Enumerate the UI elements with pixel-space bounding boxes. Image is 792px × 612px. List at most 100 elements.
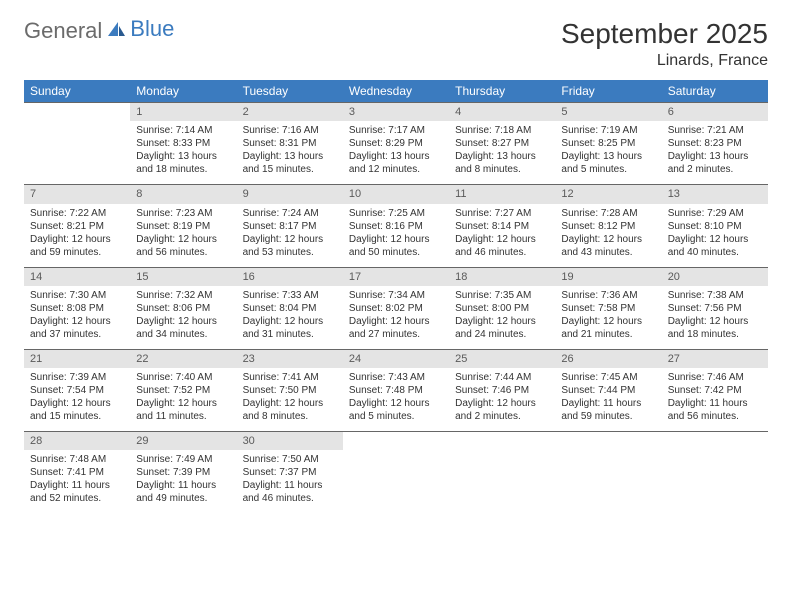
logo-word1: General bbox=[24, 18, 102, 44]
sunset-text: Sunset: 8:08 PM bbox=[30, 302, 124, 315]
day-number-cell: 27 bbox=[662, 349, 768, 368]
sunset-text: Sunset: 7:54 PM bbox=[30, 384, 124, 397]
day-content-cell: Sunrise: 7:27 AMSunset: 8:14 PMDaylight:… bbox=[449, 204, 555, 268]
day-content-cell: Sunrise: 7:22 AMSunset: 8:21 PMDaylight:… bbox=[24, 204, 130, 268]
day-number-cell: 21 bbox=[24, 349, 130, 368]
daylight-text: Daylight: 12 hours bbox=[136, 315, 230, 328]
weekday-header: Thursday bbox=[449, 80, 555, 103]
day-content-cell bbox=[343, 450, 449, 513]
daylight-text: Daylight: 12 hours bbox=[243, 233, 337, 246]
sunset-text: Sunset: 8:19 PM bbox=[136, 220, 230, 233]
day-content-cell: Sunrise: 7:41 AMSunset: 7:50 PMDaylight:… bbox=[237, 368, 343, 432]
sunrise-text: Sunrise: 7:16 AM bbox=[243, 124, 337, 137]
sunrise-text: Sunrise: 7:21 AM bbox=[668, 124, 762, 137]
daylight-text: and 59 minutes. bbox=[30, 246, 124, 259]
day-number-cell bbox=[662, 432, 768, 451]
sunrise-text: Sunrise: 7:43 AM bbox=[349, 371, 443, 384]
day-content-cell: Sunrise: 7:33 AMSunset: 8:04 PMDaylight:… bbox=[237, 286, 343, 350]
day-content-cell: Sunrise: 7:18 AMSunset: 8:27 PMDaylight:… bbox=[449, 121, 555, 185]
sunrise-text: Sunrise: 7:35 AM bbox=[455, 289, 549, 302]
sunset-text: Sunset: 8:16 PM bbox=[349, 220, 443, 233]
sunset-text: Sunset: 8:27 PM bbox=[455, 137, 549, 150]
daylight-text: and 15 minutes. bbox=[243, 163, 337, 176]
daylight-text: Daylight: 12 hours bbox=[30, 233, 124, 246]
daylight-text: Daylight: 12 hours bbox=[30, 315, 124, 328]
weekday-header: Wednesday bbox=[343, 80, 449, 103]
weekday-header: Saturday bbox=[662, 80, 768, 103]
day-number-cell: 25 bbox=[449, 349, 555, 368]
day-content-cell bbox=[449, 450, 555, 513]
sunset-text: Sunset: 7:37 PM bbox=[243, 466, 337, 479]
daylight-text: and 27 minutes. bbox=[349, 328, 443, 341]
sunset-text: Sunset: 8:14 PM bbox=[455, 220, 549, 233]
daylight-text: Daylight: 12 hours bbox=[455, 315, 549, 328]
daylight-text: and 50 minutes. bbox=[349, 246, 443, 259]
sunset-text: Sunset: 8:23 PM bbox=[668, 137, 762, 150]
day-content-row: Sunrise: 7:22 AMSunset: 8:21 PMDaylight:… bbox=[24, 204, 768, 268]
sunset-text: Sunset: 7:44 PM bbox=[561, 384, 655, 397]
day-content-cell: Sunrise: 7:50 AMSunset: 7:37 PMDaylight:… bbox=[237, 450, 343, 513]
sunrise-text: Sunrise: 7:22 AM bbox=[30, 207, 124, 220]
daylight-text: Daylight: 12 hours bbox=[30, 397, 124, 410]
daylight-text: and 56 minutes. bbox=[668, 410, 762, 423]
day-number-cell: 28 bbox=[24, 432, 130, 451]
day-number-cell: 8 bbox=[130, 185, 236, 204]
day-number-row: 282930 bbox=[24, 432, 768, 451]
sunrise-text: Sunrise: 7:39 AM bbox=[30, 371, 124, 384]
sunrise-text: Sunrise: 7:19 AM bbox=[561, 124, 655, 137]
day-content-cell bbox=[24, 121, 130, 185]
daylight-text: and 43 minutes. bbox=[561, 246, 655, 259]
day-number-cell: 7 bbox=[24, 185, 130, 204]
sunrise-text: Sunrise: 7:32 AM bbox=[136, 289, 230, 302]
day-content-cell: Sunrise: 7:14 AMSunset: 8:33 PMDaylight:… bbox=[130, 121, 236, 185]
day-number-cell: 12 bbox=[555, 185, 661, 204]
sunrise-text: Sunrise: 7:28 AM bbox=[561, 207, 655, 220]
day-number-cell: 14 bbox=[24, 267, 130, 286]
day-content-cell: Sunrise: 7:28 AMSunset: 8:12 PMDaylight:… bbox=[555, 204, 661, 268]
header: General Blue September 2025 Linards, Fra… bbox=[24, 18, 768, 70]
sunset-text: Sunset: 8:29 PM bbox=[349, 137, 443, 150]
daylight-text: and 18 minutes. bbox=[668, 328, 762, 341]
daylight-text: Daylight: 12 hours bbox=[455, 233, 549, 246]
day-number-row: 78910111213 bbox=[24, 185, 768, 204]
day-content-cell: Sunrise: 7:46 AMSunset: 7:42 PMDaylight:… bbox=[662, 368, 768, 432]
daylight-text: and 46 minutes. bbox=[243, 492, 337, 505]
daylight-text: Daylight: 11 hours bbox=[30, 479, 124, 492]
sunrise-text: Sunrise: 7:38 AM bbox=[668, 289, 762, 302]
daylight-text: and 37 minutes. bbox=[30, 328, 124, 341]
daylight-text: Daylight: 11 hours bbox=[243, 479, 337, 492]
daylight-text: Daylight: 13 hours bbox=[668, 150, 762, 163]
sunrise-text: Sunrise: 7:36 AM bbox=[561, 289, 655, 302]
logo: General Blue bbox=[24, 18, 174, 44]
daylight-text: and 18 minutes. bbox=[136, 163, 230, 176]
daylight-text: and 8 minutes. bbox=[455, 163, 549, 176]
day-content-cell: Sunrise: 7:19 AMSunset: 8:25 PMDaylight:… bbox=[555, 121, 661, 185]
weekday-header: Sunday bbox=[24, 80, 130, 103]
daylight-text: Daylight: 12 hours bbox=[349, 315, 443, 328]
day-content-cell: Sunrise: 7:24 AMSunset: 8:17 PMDaylight:… bbox=[237, 204, 343, 268]
daylight-text: Daylight: 12 hours bbox=[561, 315, 655, 328]
daylight-text: Daylight: 12 hours bbox=[668, 315, 762, 328]
day-content-cell: Sunrise: 7:48 AMSunset: 7:41 PMDaylight:… bbox=[24, 450, 130, 513]
daylight-text: and 11 minutes. bbox=[136, 410, 230, 423]
location: Linards, France bbox=[561, 52, 768, 70]
sunset-text: Sunset: 8:17 PM bbox=[243, 220, 337, 233]
month-title: September 2025 bbox=[561, 18, 768, 50]
day-number-row: 21222324252627 bbox=[24, 349, 768, 368]
sunset-text: Sunset: 7:42 PM bbox=[668, 384, 762, 397]
day-number-cell: 13 bbox=[662, 185, 768, 204]
daylight-text: and 8 minutes. bbox=[243, 410, 337, 423]
sunrise-text: Sunrise: 7:34 AM bbox=[349, 289, 443, 302]
daylight-text: and 21 minutes. bbox=[561, 328, 655, 341]
sunset-text: Sunset: 7:56 PM bbox=[668, 302, 762, 315]
daylight-text: and 15 minutes. bbox=[30, 410, 124, 423]
daylight-text: and 56 minutes. bbox=[136, 246, 230, 259]
sunrise-text: Sunrise: 7:46 AM bbox=[668, 371, 762, 384]
day-number-cell: 3 bbox=[343, 103, 449, 122]
day-content-row: Sunrise: 7:48 AMSunset: 7:41 PMDaylight:… bbox=[24, 450, 768, 513]
sunset-text: Sunset: 8:25 PM bbox=[561, 137, 655, 150]
sunset-text: Sunset: 8:21 PM bbox=[30, 220, 124, 233]
day-content-cell: Sunrise: 7:43 AMSunset: 7:48 PMDaylight:… bbox=[343, 368, 449, 432]
day-number-cell: 20 bbox=[662, 267, 768, 286]
sunset-text: Sunset: 8:33 PM bbox=[136, 137, 230, 150]
